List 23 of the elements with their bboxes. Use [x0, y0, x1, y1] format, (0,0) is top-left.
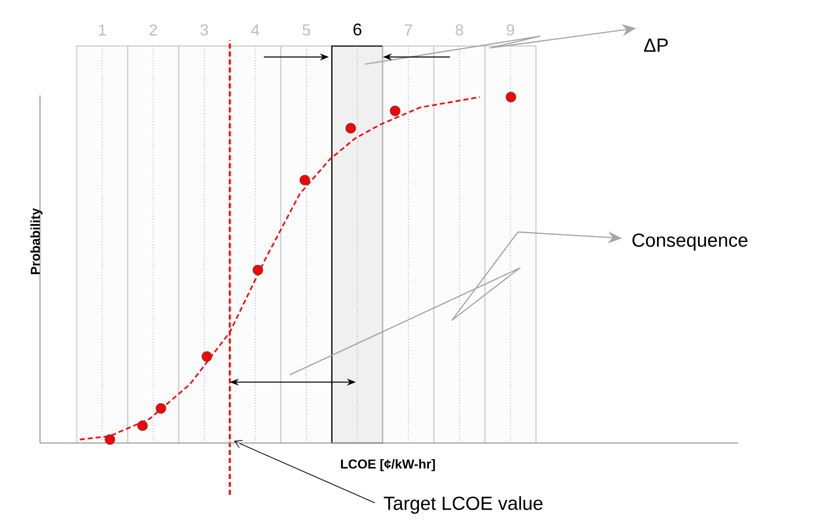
- x-tick-label: 9: [506, 24, 514, 36]
- annotation: Consequence: [632, 233, 748, 251]
- x-tick-label: 2: [150, 24, 157, 36]
- x-tick-label: 8: [456, 24, 464, 36]
- x-tick-label: 7: [404, 24, 412, 36]
- x-axis-title: LCOE [¢/kW-hr]: [341, 459, 435, 472]
- x-tick-label: 6: [354, 23, 362, 36]
- point: [506, 92, 516, 102]
- point: [345, 122, 356, 134]
- point: [202, 351, 212, 362]
- x-tick-label: 5: [302, 24, 310, 36]
- x-tick-label: 1: [99, 24, 106, 36]
- y-axis-title: Probability: [30, 208, 42, 274]
- point: [156, 403, 166, 414]
- text: ΔP: [644, 38, 668, 52]
- point: [300, 174, 310, 186]
- point: [137, 420, 148, 431]
- point: [104, 434, 116, 445]
- point: [390, 106, 400, 116]
- x-tick-label: 3: [200, 24, 208, 36]
- point: [252, 264, 264, 276]
- ref-line-label: Target LCOE value: [384, 496, 542, 514]
- x-tick-label: 4: [251, 24, 260, 36]
